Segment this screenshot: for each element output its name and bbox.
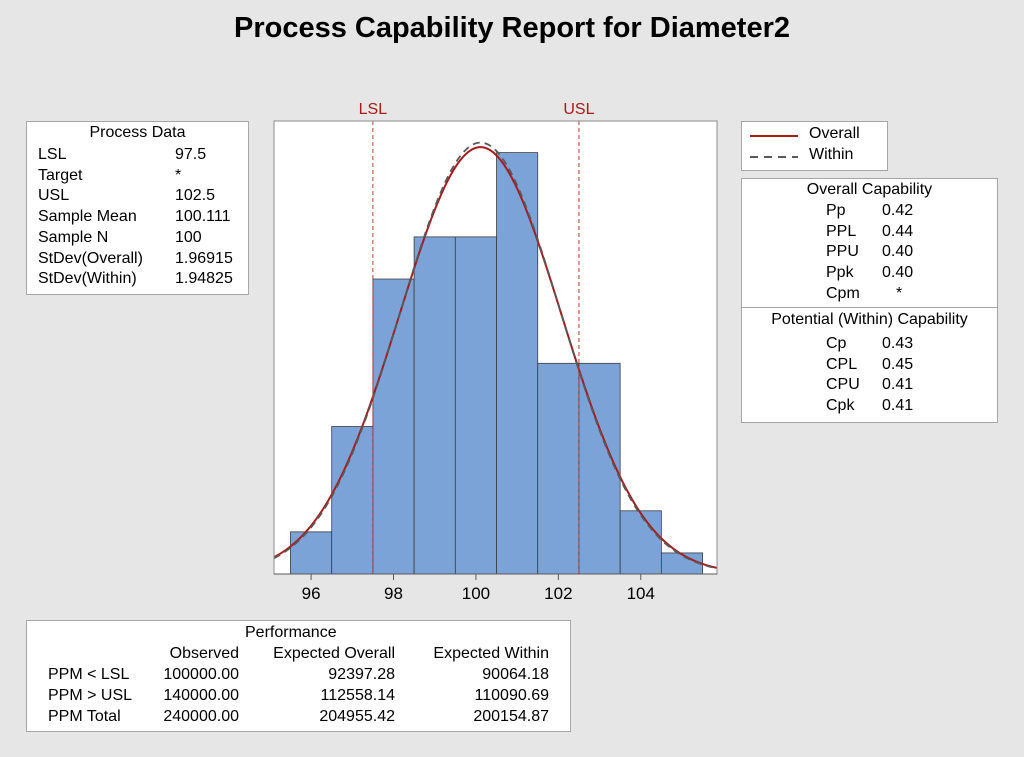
histogram-bar	[331, 426, 374, 575]
legend-box: Overall Within	[741, 121, 888, 171]
performance-cell: 200154.87	[473, 708, 549, 725]
histogram-bar	[660, 552, 703, 575]
performance-cell: 100000.00	[163, 666, 239, 683]
process-data-box: Process Data LSL 97.5 Target * USL 102.5 Sampl…	[26, 121, 249, 295]
histogram-bar	[454, 236, 497, 575]
process-data-value: 102.5	[175, 187, 216, 205]
within-fit-curve	[273, 141, 718, 570]
performance-cell: 90064.18	[482, 666, 549, 683]
process-data-label: StDev(Overall)	[38, 249, 143, 267]
histogram-bar	[496, 152, 539, 575]
process-data-label: USL	[38, 187, 70, 205]
histogram-bar	[537, 362, 580, 575]
x-tick-label: 100	[462, 584, 490, 603]
usl-label: USL	[563, 101, 594, 118]
overall-capability-value: 0.44	[882, 222, 914, 240]
lsl-label: LSL	[359, 101, 388, 118]
process-data-value: *	[175, 166, 182, 184]
within-capability-label: CPL	[826, 355, 858, 373]
process-data-value: 97.5	[175, 146, 207, 163]
overall-capability-label: Pp	[826, 202, 846, 219]
histogram-bar	[413, 236, 456, 575]
within-capability-value: 0.45	[882, 355, 914, 373]
performance-cell: 112558.14	[320, 687, 395, 704]
report-title: Process Capability Report for Diameter2	[233, 12, 790, 44]
x-tick-label: 102	[544, 584, 572, 603]
performance-cell: 204955.42	[319, 708, 395, 725]
legend-swatches	[750, 135, 798, 158]
process-data-label: Sample Mean	[38, 208, 137, 226]
overall-capability-label: PPU	[826, 243, 859, 261]
process-data-label: Target	[38, 166, 83, 184]
performance-cell: 110090.69	[474, 687, 549, 704]
performance-row-label: PPM Total	[48, 708, 121, 725]
histogram-bar	[619, 510, 662, 575]
performance-cell: 140000.00	[163, 687, 239, 704]
legend-overall-label: Overall	[809, 125, 860, 142]
overall-capability-value: 0.40	[882, 243, 914, 261]
within-capability-label: Cpk	[826, 397, 855, 415]
performance-row-label: PPM < LSL	[48, 666, 130, 683]
x-tick-label: 96	[302, 584, 321, 603]
overall-capability-value: *	[896, 284, 903, 302]
overall-capability-label: Ppk	[826, 264, 854, 282]
performance-column-header: Expected Within	[433, 645, 549, 662]
overall-capability-value: 0.42	[882, 202, 914, 219]
within-capability-value: 0.41	[882, 397, 914, 415]
within-capability-label: CPU	[826, 376, 860, 394]
performance-cell: 240000.00	[163, 708, 239, 725]
capability-divider	[742, 307, 997, 308]
x-tick-label: 98	[384, 584, 403, 603]
within-capability-heading: Potential (Within) Capability	[771, 311, 968, 328]
within-capability-label: Cp	[826, 335, 847, 352]
histogram-bar	[290, 531, 333, 575]
x-tick-label: 104	[627, 584, 655, 603]
overall-capability-heading: Overall Capability	[806, 181, 933, 198]
process-data-value: 100	[175, 228, 202, 246]
process-data-value: 100.111	[175, 208, 231, 226]
overall-capability-label: PPL	[826, 222, 857, 240]
within-capability-value: 0.43	[882, 335, 914, 352]
performance-cell: 92397.28	[328, 666, 395, 683]
performance-column-header: Observed	[169, 645, 239, 662]
capability-box: Overall Capability Pp 0.42 PPL 0.44 PPU 0.40 P…	[741, 178, 998, 423]
performance-row-label: PPM > USL	[48, 687, 133, 704]
process-data-label: StDev(Within)	[38, 270, 137, 288]
process-data-label: Sample N	[38, 228, 109, 246]
performance-box: Performance Observed Expected Overall Expe…	[26, 620, 571, 732]
within-capability-value: 0.41	[882, 376, 914, 394]
overall-capability-label: Cpm	[826, 284, 860, 302]
histogram-bar	[578, 362, 621, 575]
histogram-bar	[372, 278, 415, 575]
process-data-value: 1.96915	[175, 249, 233, 267]
overall-capability-value: 0.40	[882, 264, 914, 282]
process-data-label: LSL	[38, 146, 67, 163]
legend-within-label: Within	[809, 146, 854, 163]
process-data-heading: Process Data	[89, 124, 186, 141]
performance-column-header: Expected Overall	[273, 645, 395, 662]
process-data-value: 1.94825	[175, 270, 233, 288]
performance-heading: Performance	[245, 624, 337, 641]
